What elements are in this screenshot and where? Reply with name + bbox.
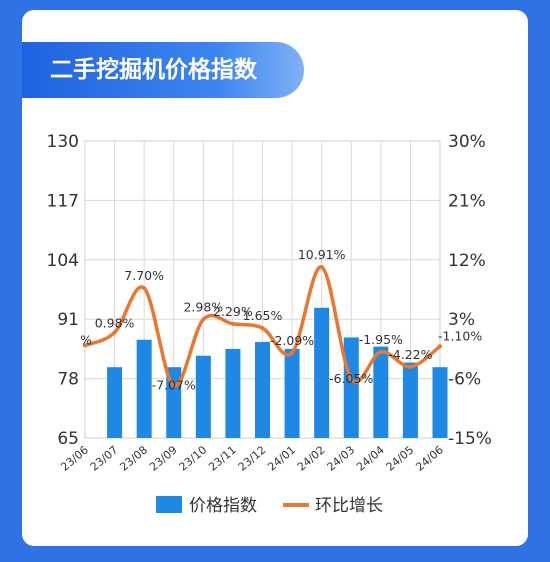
data-label-23-08: 7.70%	[124, 268, 164, 283]
x-tick-label: 24/02	[295, 443, 328, 473]
x-tick-label: 23/08	[117, 443, 150, 473]
line-point-24-06	[438, 344, 442, 349]
data-label-24-04: -1.95%	[359, 332, 403, 347]
bar-23-10	[195, 355, 211, 438]
data-label-24-02: 10.91%	[298, 247, 346, 262]
right-tick-label: -6%	[448, 370, 481, 390]
line-point-23-09	[171, 383, 176, 388]
line-point-24-04	[378, 349, 383, 354]
data-label-23-12: 1.65%	[243, 308, 283, 323]
legend-bar-label: 价格指数	[189, 496, 257, 516]
line-point-24-03	[349, 376, 354, 381]
line-point-23-10	[201, 317, 206, 322]
x-tick-label: 23/09	[147, 443, 180, 473]
bar-23-07	[107, 367, 123, 438]
line-point-23-11	[230, 321, 235, 326]
chart-card: 二手挖掘机价格指数	[22, 10, 528, 546]
line-point-24-01	[290, 350, 295, 355]
right-tick-label: 21%	[448, 191, 486, 211]
line-point-23-07	[112, 330, 117, 335]
data-label-24-03: -6.05%	[329, 371, 373, 386]
legend: 价格指数 环比增长	[156, 496, 383, 516]
x-tick-label: 23/10	[177, 443, 210, 473]
left-tick-label: 91	[57, 310, 79, 330]
data-label-24-05: -4.22%	[388, 347, 432, 362]
bar-24-03	[343, 337, 359, 438]
data-label-23-06: %	[80, 332, 92, 347]
data-label-23-11: 2.29%	[213, 304, 253, 319]
left-tick-label: 78	[57, 370, 79, 390]
x-tick-label: 24/06	[413, 443, 446, 473]
bar-23-08	[136, 339, 152, 438]
x-tick-label: 23/07	[88, 443, 121, 473]
legend-line-label: 环比增长	[315, 496, 383, 516]
x-tick-label: 24/05	[384, 443, 417, 473]
data-label-24-01: -2.09%	[270, 333, 314, 348]
right-tick-label: -15%	[448, 429, 492, 449]
left-axis: 65 78 91 104 117 130	[47, 132, 79, 449]
x-tick-label: 24/04	[354, 443, 387, 473]
right-tick-label: 30%	[448, 132, 486, 152]
x-axis: 23/0623/0723/0823/0923/1023/1123/1224/01…	[58, 443, 446, 473]
bar-series	[107, 307, 448, 438]
right-tick-label: 12%	[448, 251, 486, 271]
line-point-23-12	[260, 326, 265, 331]
line-point-24-05	[408, 364, 413, 369]
x-tick-label: 23/11	[206, 443, 239, 473]
left-tick-label: 104	[47, 251, 79, 271]
x-tick-label: 23/12	[236, 443, 269, 473]
line-point-23-06	[83, 343, 87, 348]
right-tick-label: 3%	[448, 310, 475, 330]
right-axis: -15% -6% 3% 12% 21% 30%	[448, 132, 492, 449]
data-label-24-06: -1.10%	[438, 328, 482, 343]
x-tick-label: 24/01	[265, 443, 298, 473]
line-point-23-08	[142, 286, 147, 291]
x-tick-label: 24/03	[325, 443, 358, 473]
bar-24-04	[373, 346, 389, 438]
bar-23-12	[255, 342, 270, 438]
data-label-23-09: -7.07%	[152, 378, 196, 393]
bar-24-06	[432, 367, 448, 438]
line-series	[83, 264, 442, 388]
left-tick-label: 130	[47, 132, 79, 152]
left-tick-label: 117	[47, 191, 79, 211]
chart-title: 二手挖掘机价格指数	[50, 57, 257, 83]
left-tick-label: 65	[57, 429, 79, 449]
bar-24-02	[314, 307, 330, 438]
bar-24-05	[402, 362, 418, 438]
legend-bar-swatch	[156, 496, 182, 513]
data-labels: %0.98% 7.70% -7.07% 2.98%2.29%1.65% -2.09% 10…	[80, 247, 482, 393]
line-point-24-02	[319, 264, 324, 269]
data-label-23-10: 2.98%	[183, 299, 223, 314]
data-label-23-07: 0.98%	[95, 316, 135, 331]
title-banner: 二手挖掘机价格指数	[22, 42, 304, 98]
bar-23-11	[225, 348, 241, 438]
bar-24-01	[284, 348, 300, 438]
